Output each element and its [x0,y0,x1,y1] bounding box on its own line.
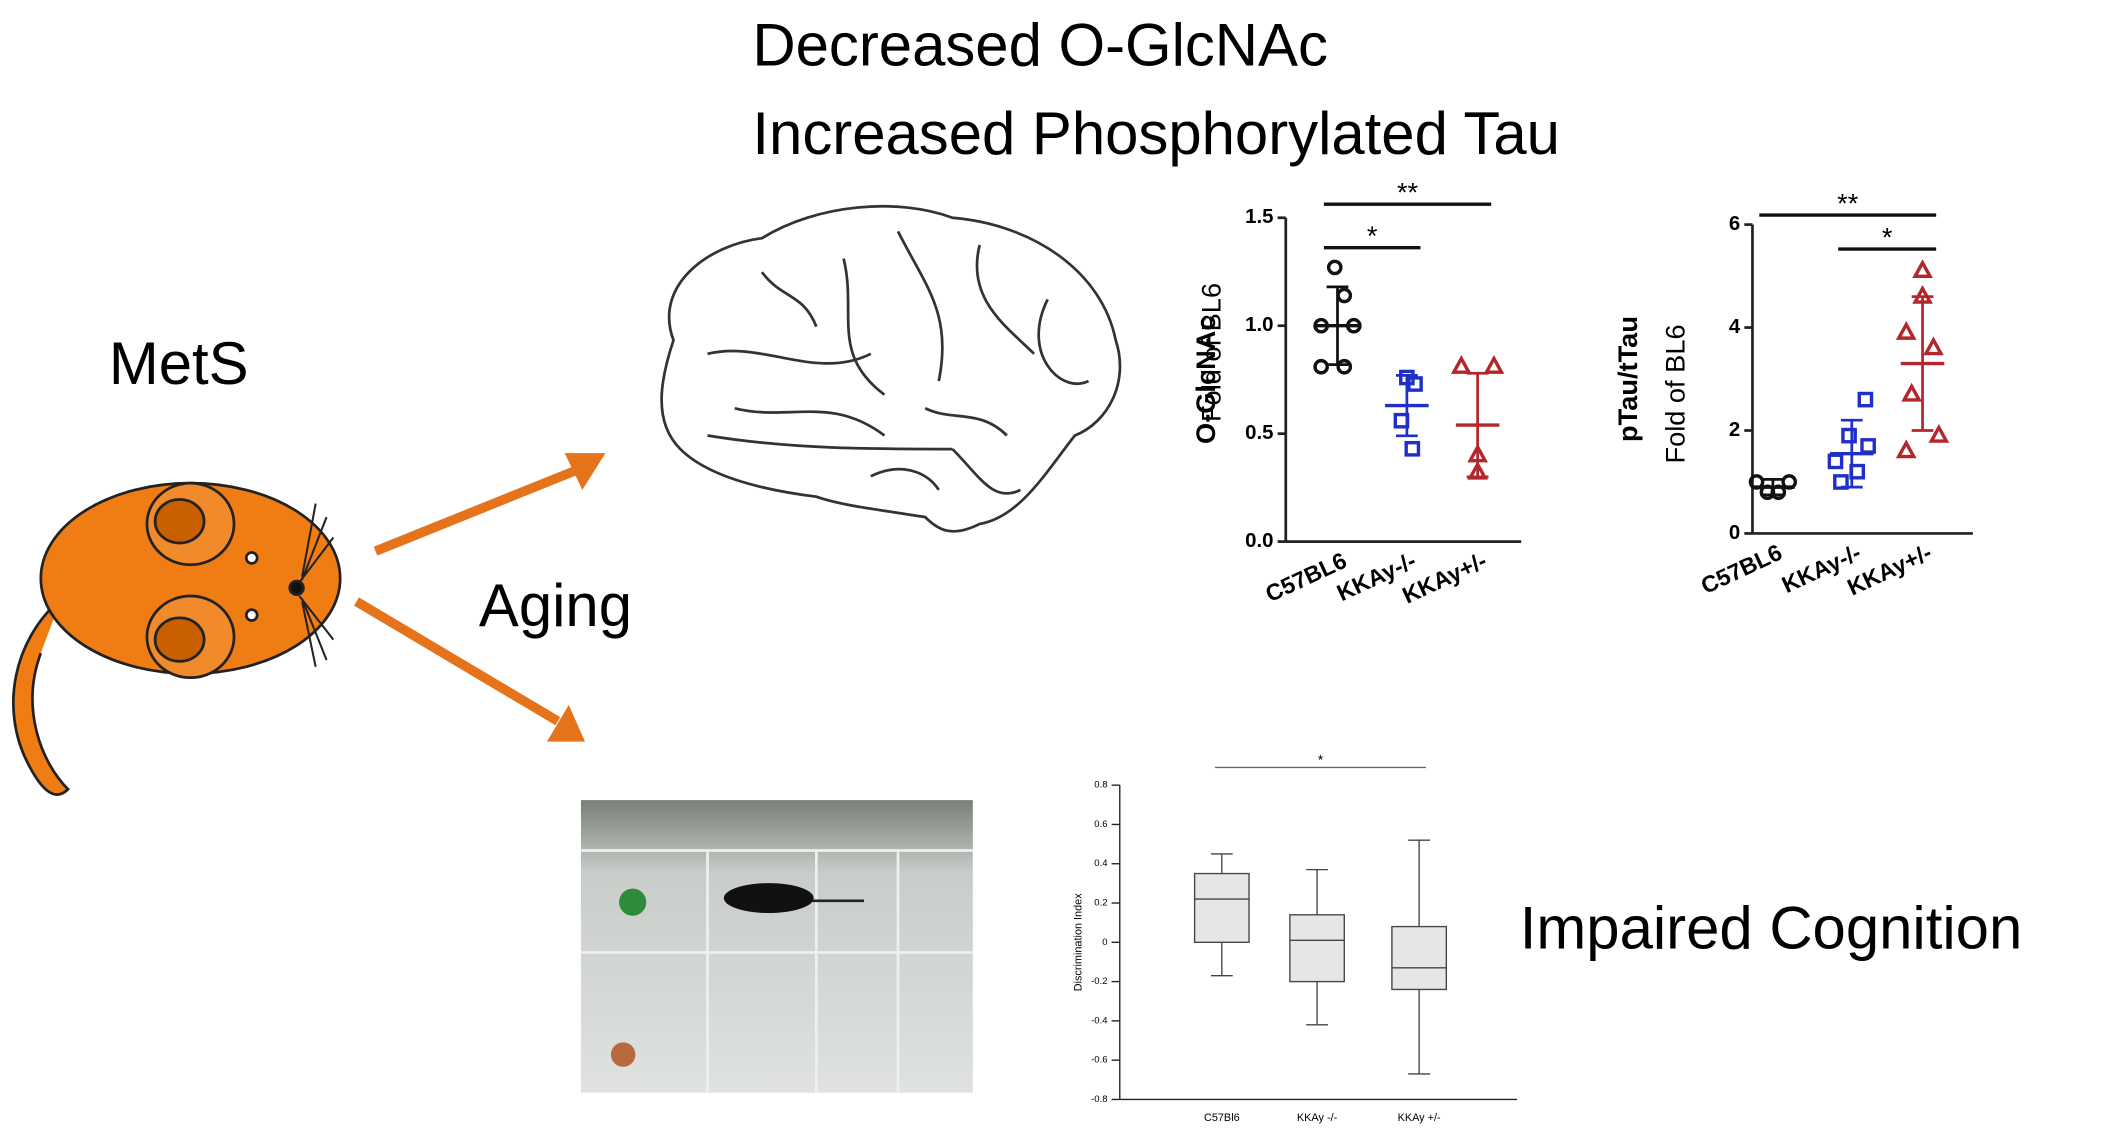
y-tick-label: 0.6 [1094,819,1107,830]
data-point [1770,484,1787,501]
mouse-icon [12,481,342,796]
x-tick-label: C57Bl6 [1204,1112,1240,1124]
data-point [1326,259,1343,276]
significance-label: * [1367,220,1378,251]
box [1193,872,1250,943]
data-point [1336,358,1353,375]
cognition-label: Impaired Cognition [1520,894,2022,961]
y-tick-label: 2 [1729,419,1740,441]
y-axis-label: Discrimination Index [1073,893,1085,991]
y-axis-label: pTau/tTau [1612,316,1643,442]
data-point [1404,440,1421,457]
y-tick-label: 0 [1729,522,1740,544]
y-tick-label: -0.4 [1091,1015,1108,1026]
test-photo [580,800,973,1093]
y-tick-label: 0.4 [1094,858,1108,869]
x-tick-label: KKAy -/- [1297,1112,1338,1124]
significance-label: * [1318,753,1324,768]
data-point [1313,317,1329,334]
title-line: Increased Phosphorylated Tau [752,100,1560,167]
data-point [1467,460,1488,480]
y-tick-label: 0.0 [1245,530,1273,552]
data-point [1857,391,1874,408]
data-point [1313,358,1329,375]
significance-label: ** [1837,187,1859,218]
data-point [1407,376,1423,392]
arrow [354,453,606,742]
data-point [1781,474,1798,490]
data-point [1860,438,1876,454]
significance-label: * [1882,221,1893,252]
data-point [1336,287,1353,304]
data-point [1895,439,1917,459]
y-tick-label: 1.0 [1245,314,1273,336]
data-point [1483,355,1505,374]
brain-icon [660,204,1122,533]
aging-label: Aging [479,572,632,639]
y-axis-label: Fold of BL6 [1195,283,1226,422]
data-point [1748,474,1765,490]
data-point [1849,463,1866,480]
significance-label: ** [1397,176,1419,207]
data-point [1450,355,1472,374]
title-line: Decreased O-GlcNAc [752,11,1327,78]
data-point [1827,453,1844,470]
box [1289,914,1345,983]
y-axis-label: Fold of BL6 [1659,324,1690,463]
data-point [1912,259,1933,279]
y-tick-label: 1.5 [1245,206,1273,228]
data-point [1895,320,1917,340]
box [1391,925,1448,991]
y-tick-label: 0 [1102,937,1107,948]
y-tick-label: 0.8 [1094,780,1107,791]
data-point [1923,336,1944,356]
y-axis-label: O-GlcNAc [1190,315,1221,443]
data-point [1901,382,1923,402]
y-tick-label: 0.2 [1094,898,1107,909]
data-point [1928,423,1950,443]
data-point [1912,284,1933,304]
x-tick-label: C57BL6 [1261,547,1350,607]
y-tick-label: 0.5 [1245,422,1273,444]
data-point [1467,443,1488,463]
y-tick-label: -0.2 [1091,976,1107,987]
data-point [1833,474,1849,490]
x-tick-label: C57BL6 [1697,539,1786,599]
x-tick-label: KKAy +/- [1398,1112,1441,1124]
data-point [1841,427,1857,444]
data-point [1393,412,1410,429]
y-tick-label: 4 [1729,316,1741,338]
data-point [1345,317,1362,334]
y-tick-label: -0.8 [1091,1094,1107,1105]
y-tick-label: -0.6 [1091,1055,1107,1066]
y-tick-label: 6 [1729,213,1740,235]
mets-label: MetS [109,330,249,397]
